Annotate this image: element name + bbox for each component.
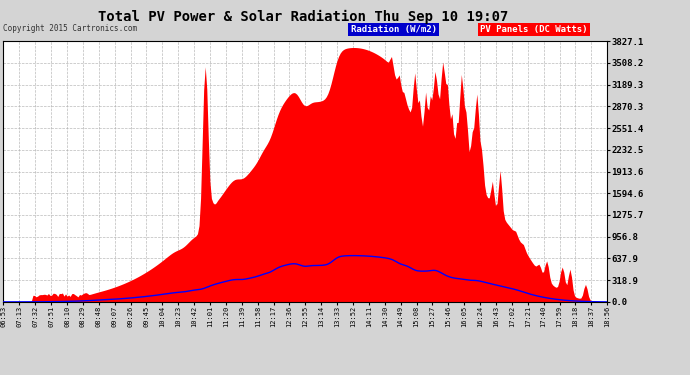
Text: Copyright 2015 Cartronics.com: Copyright 2015 Cartronics.com — [3, 24, 137, 33]
Text: Total PV Power & Solar Radiation Thu Sep 10 19:07: Total PV Power & Solar Radiation Thu Sep… — [99, 9, 509, 24]
Text: PV Panels (DC Watts): PV Panels (DC Watts) — [480, 25, 588, 34]
Text: Radiation (W/m2): Radiation (W/m2) — [351, 25, 437, 34]
